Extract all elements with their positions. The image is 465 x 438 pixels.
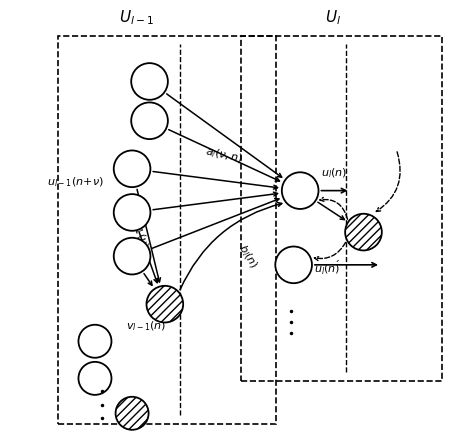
Circle shape — [131, 63, 168, 100]
Circle shape — [114, 150, 150, 187]
Circle shape — [345, 214, 382, 251]
Circle shape — [116, 397, 149, 430]
Text: $v_{l-1}(n)$: $v_{l-1}(n)$ — [126, 319, 166, 333]
Circle shape — [146, 286, 183, 322]
Text: $U_{l-1}$: $U_{l-1}$ — [119, 8, 154, 27]
Text: $u_l(n\')$: $u_l(n\')$ — [314, 258, 340, 276]
Text: $b_l(n)$: $b_l(n)$ — [235, 241, 260, 271]
Circle shape — [114, 238, 150, 275]
Circle shape — [79, 362, 112, 395]
Text: $U_l$: $U_l$ — [325, 8, 341, 27]
Text: $c_{l-1}(\nu)$: $c_{l-1}(\nu)$ — [126, 209, 151, 251]
Circle shape — [79, 325, 112, 358]
Circle shape — [275, 247, 312, 283]
Circle shape — [131, 102, 168, 139]
Circle shape — [282, 172, 319, 209]
Circle shape — [114, 194, 150, 231]
Text: $a_l(\nu,n)$: $a_l(\nu,n)$ — [204, 145, 244, 166]
Text: $u_{l-1}(n\!+\!\nu)$: $u_{l-1}(n\!+\!\nu)$ — [47, 175, 104, 189]
Text: $u_l(n)$: $u_l(n)$ — [321, 166, 347, 180]
